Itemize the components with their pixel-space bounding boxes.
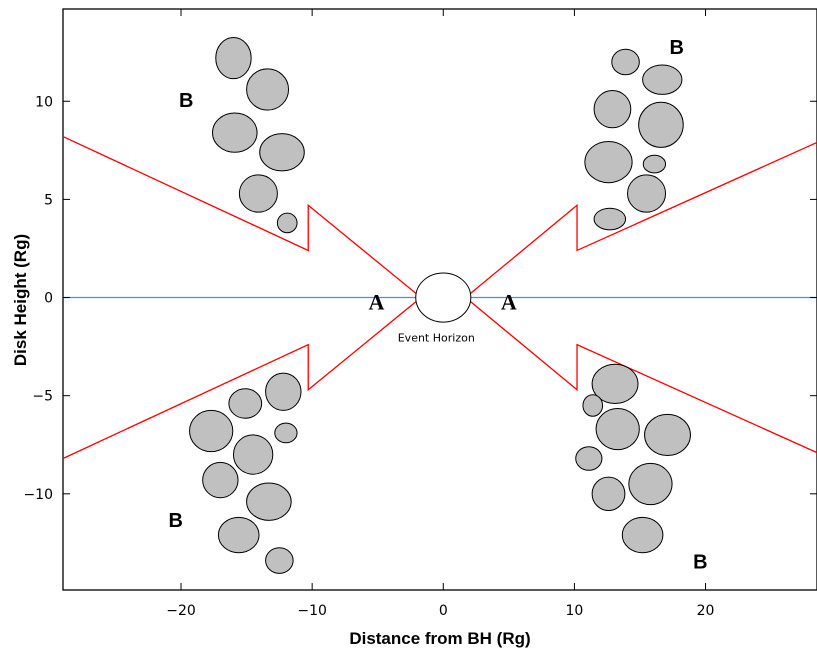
gas-clump bbox=[274, 422, 298, 444]
gas-clump bbox=[246, 68, 290, 111]
gas-clump bbox=[238, 174, 278, 213]
x-tick-label: 10 bbox=[565, 603, 583, 619]
gas-clump bbox=[627, 174, 667, 213]
region-label-a: A bbox=[368, 289, 384, 314]
gas-clump bbox=[276, 212, 298, 234]
gas-clump bbox=[642, 154, 667, 174]
gas-clump bbox=[232, 434, 274, 475]
gas-clump bbox=[644, 413, 691, 457]
gas-clump bbox=[217, 516, 260, 554]
gas-clump bbox=[189, 409, 234, 453]
gas-clump bbox=[259, 133, 305, 172]
x-tick-label: −20 bbox=[166, 603, 196, 619]
plot-content: Event Horizon A A B B B B bbox=[62, 36, 817, 574]
gas-clump bbox=[593, 89, 632, 129]
event-horizon-label: Event Horizon bbox=[398, 332, 475, 345]
y-tick-label: 0 bbox=[44, 291, 53, 307]
gas-clump bbox=[575, 446, 603, 471]
gas-clump bbox=[215, 36, 252, 80]
axes: −20 −10 0 10 20 −10 −5 0 5 10 bbox=[23, 9, 817, 619]
gas-clump bbox=[621, 516, 664, 554]
y-tick-label: 10 bbox=[35, 94, 53, 110]
x-tick-label: 20 bbox=[697, 603, 715, 619]
gas-clump bbox=[595, 407, 640, 451]
gas-clump bbox=[265, 372, 302, 411]
gas-clump bbox=[584, 140, 633, 184]
region-label-b: B bbox=[693, 551, 707, 573]
gas-clump bbox=[591, 363, 639, 405]
gas-clump bbox=[228, 388, 263, 419]
gas-clump bbox=[202, 461, 239, 499]
gas-clump bbox=[265, 547, 294, 574]
gas-clump bbox=[593, 207, 627, 231]
x-tick-label: 0 bbox=[439, 603, 448, 619]
gas-clump bbox=[246, 482, 292, 521]
gas-clump bbox=[638, 101, 684, 148]
x-tick-label: −10 bbox=[297, 603, 327, 619]
y-tick-label: 5 bbox=[44, 192, 53, 208]
y-tick-label: −10 bbox=[23, 487, 53, 503]
x-axis-title: Distance from BH (Rg) bbox=[349, 629, 530, 648]
region-label-b: B bbox=[169, 510, 183, 532]
y-axis-title: Disk Height (Rg) bbox=[11, 234, 30, 366]
region-label-a: A bbox=[501, 289, 517, 314]
gas-clump bbox=[211, 112, 258, 153]
gas-clump bbox=[642, 64, 683, 95]
region-label-b: B bbox=[669, 37, 683, 59]
region-label-b: B bbox=[179, 90, 193, 112]
event-horizon bbox=[415, 272, 472, 323]
gas-clump bbox=[582, 394, 604, 417]
y-tick-label: −5 bbox=[32, 389, 53, 405]
gas-clump bbox=[611, 48, 640, 76]
gas-clump bbox=[591, 476, 626, 512]
gas-clump bbox=[628, 462, 673, 506]
